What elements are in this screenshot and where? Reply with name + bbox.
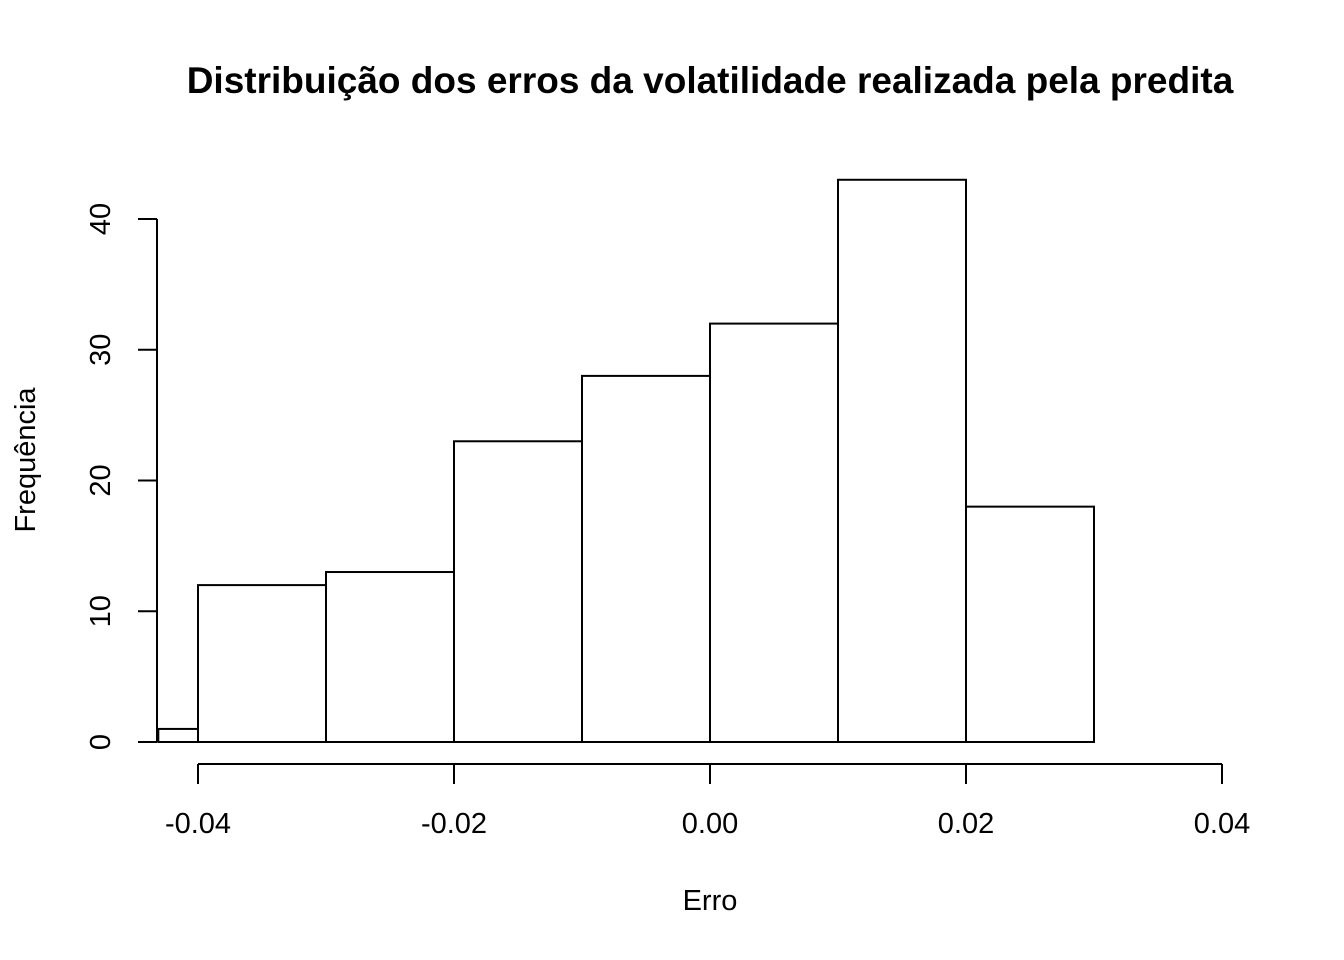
y-tick-label-1: 10 [85, 595, 117, 627]
histogram-bars [157, 178, 1095, 744]
x-axis-label: Erro [683, 885, 738, 917]
histogram-bar-1 [197, 584, 327, 743]
histogram-bar-0 [157, 727, 200, 743]
x-axis: -0.04 -0.02 0.00 0.02 0.04 [165, 763, 1250, 840]
y-axis-label: Frequência [10, 387, 42, 533]
y-tick-label-4: 40 [85, 203, 117, 235]
x-tick-label-3: 0.02 [938, 808, 994, 840]
histogram-bar-6 [837, 178, 967, 743]
x-tick-label-2: 0.00 [682, 808, 738, 840]
histogram-bar-3 [453, 440, 583, 743]
histogram-bar-4 [581, 374, 711, 743]
y-tick-label-0: 0 [85, 734, 117, 750]
chart-title: Distribuição dos erros da volatilidade r… [187, 60, 1234, 101]
x-tick-label-0: -0.04 [165, 808, 231, 840]
x-tick-label-1: -0.02 [421, 808, 487, 840]
y-tick-label-3: 30 [85, 334, 117, 366]
y-tick-label-2: 20 [85, 464, 117, 496]
histogram-bar-7 [965, 505, 1095, 743]
y-axis: 0 10 20 30 40 [85, 203, 158, 750]
histogram-bar-2 [325, 571, 455, 744]
x-tick-label-4: 0.04 [1194, 808, 1250, 840]
histogram-bar-5 [709, 322, 839, 743]
